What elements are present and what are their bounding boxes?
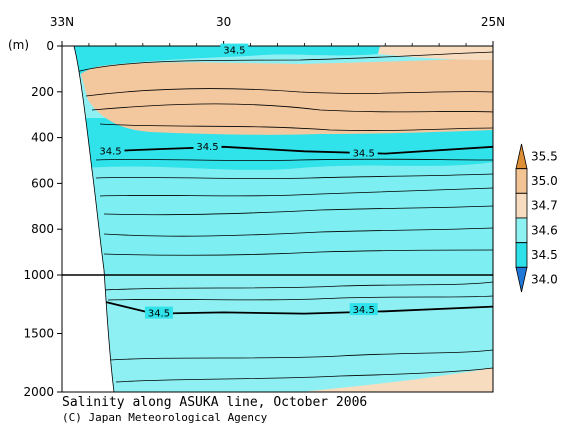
contour-line (103, 227, 493, 237)
colorbar-swatch (515, 143, 528, 170)
x-tick-label: 30 (216, 15, 231, 29)
y-tick-label: 0 (46, 39, 54, 53)
y-tick-label: 1500 (23, 327, 54, 341)
contour-line (103, 281, 493, 291)
continental-slope (62, 46, 115, 392)
salinity-345-contour-upper (105, 145, 493, 155)
contour-line (95, 173, 493, 179)
axes: 33N 30 25N 0 200 400 600 800 1000 1500 2000 (m) (8, 15, 505, 399)
x-tick-label: 33N (50, 15, 74, 29)
colorbar-swatch (515, 192, 528, 219)
contour-label-bg (96, 144, 125, 157)
colorbar-swatch (515, 217, 528, 244)
y-tick-label: 400 (31, 131, 54, 145)
contour-line (103, 249, 493, 256)
contour-label-bg (193, 139, 222, 152)
y-axis-label: (m) (8, 38, 29, 52)
contour-label: 34.5 (99, 146, 121, 157)
contour-label: 34.5 (223, 46, 245, 57)
contour-label-bg (349, 146, 378, 159)
colorbar-swatch (515, 168, 528, 194)
contour-line (99, 187, 493, 197)
plot-area (62, 46, 493, 392)
surface-low-salinity-band (62, 46, 380, 90)
contour-label: 34.5 (148, 309, 170, 320)
surface-high-salinity-patch (378, 46, 493, 60)
deep-high-salinity-patch (300, 368, 493, 392)
y-tick-label: 600 (31, 176, 54, 190)
colorbar-label: 34.5 (531, 248, 558, 262)
colorbar-label: 34.6 (531, 223, 558, 237)
y-tick-label: 200 (31, 85, 54, 99)
contour-line (85, 88, 493, 97)
contour-line (91, 103, 493, 113)
contour-line (109, 349, 493, 361)
contour-line (99, 123, 493, 131)
contour-line (115, 367, 493, 383)
contour-label-bg (349, 303, 378, 316)
credit-line: (C) Japan Meteorological Agency (62, 411, 268, 424)
contour-label: 34.5 (196, 142, 218, 153)
colorbar-label: 35.5 (531, 149, 558, 163)
chart-title: Salinity along ASUKA line, October 2006 (62, 395, 368, 410)
colorbar-label: 34.7 (531, 199, 558, 213)
y-tick-label: 2000 (23, 385, 54, 399)
colorbar-legend: 35.5 35.0 34.7 34.6 34.5 34.0 (515, 143, 558, 293)
colorbar-swatch (515, 242, 528, 268)
colorbar-label: 34.0 (531, 273, 558, 287)
contour-label: 34.5 (353, 305, 375, 316)
below-345-region (62, 162, 493, 275)
x-tick-label: 25N (481, 15, 505, 29)
contour-line (75, 51, 493, 73)
contour-label: 34.5 (353, 149, 375, 160)
high-salinity-upper-layer (80, 58, 493, 135)
y-tick-label: 800 (31, 222, 54, 236)
contour-labels: 34.5 34.5 34.5 34.5 34.5 34.5 (96, 43, 378, 320)
contour-label-bg (144, 306, 173, 319)
y-tick-label: 1000 (23, 268, 54, 282)
colorbar-swatch (515, 266, 528, 293)
colorbar-label: 35.0 (531, 174, 558, 188)
contour-label-bg (220, 43, 249, 56)
contour-line (107, 295, 493, 301)
contour-line (103, 205, 493, 216)
contour-line (95, 158, 493, 161)
contour-lines (75, 51, 493, 383)
